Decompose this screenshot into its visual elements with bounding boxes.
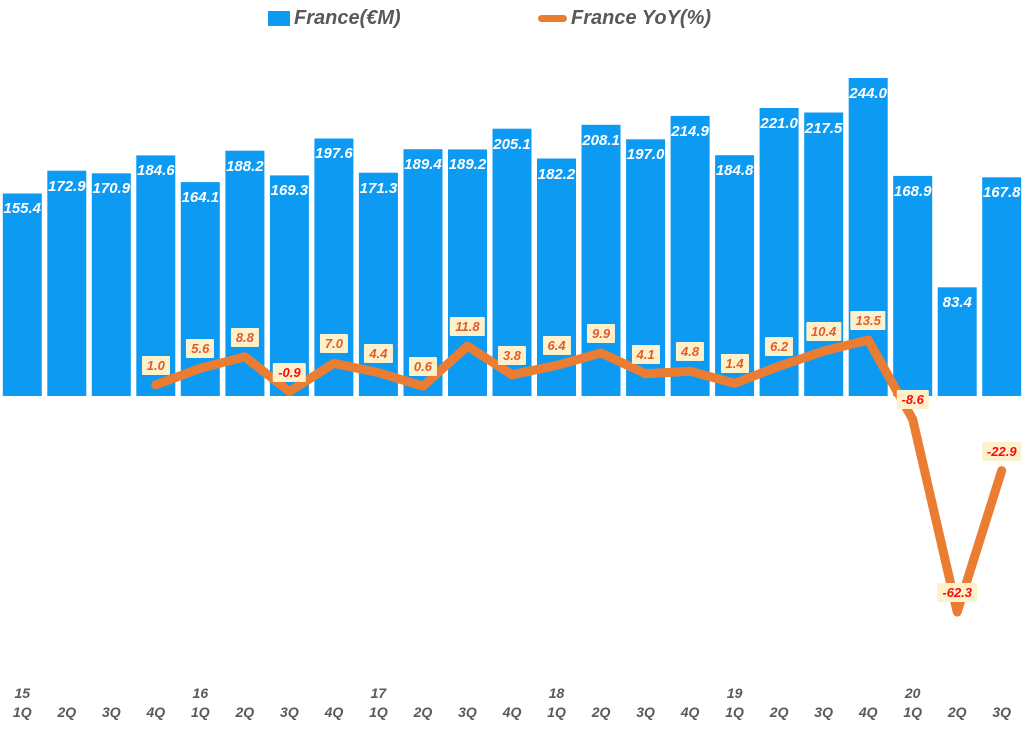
bar-2q bbox=[403, 149, 443, 396]
bar-1q18 bbox=[537, 158, 576, 396]
bar-1q19 bbox=[715, 155, 755, 396]
legend-item-bar-series: France(€M) bbox=[268, 6, 401, 30]
bar-series-swatch-icon bbox=[268, 10, 290, 26]
bar-4q bbox=[670, 115, 710, 397]
bar-4q bbox=[314, 138, 354, 396]
legend-label-line-series: France YoY(%) bbox=[571, 6, 712, 29]
bar-2q bbox=[47, 170, 87, 396]
bar-2q bbox=[759, 108, 799, 396]
bar-1q17 bbox=[358, 172, 398, 396]
bar-3q bbox=[269, 175, 309, 396]
bar-4q bbox=[136, 155, 176, 396]
bar-1q20 bbox=[893, 175, 933, 396]
line-series-swatch-icon bbox=[538, 14, 567, 22]
bar-4q bbox=[492, 128, 532, 396]
bar-2q bbox=[937, 287, 977, 396]
legend: France(€M) France YoY(%) bbox=[0, 0, 1024, 36]
legend-label-bar-series: France(€M) bbox=[294, 6, 401, 29]
legend-item-line-series: France YoY(%) bbox=[538, 6, 711, 30]
bar-3q bbox=[626, 139, 666, 397]
bar-1q15 bbox=[2, 193, 42, 396]
bar-3q bbox=[982, 177, 1022, 396]
yoy-line bbox=[151, 335, 1007, 617]
bar-3q bbox=[91, 173, 131, 396]
